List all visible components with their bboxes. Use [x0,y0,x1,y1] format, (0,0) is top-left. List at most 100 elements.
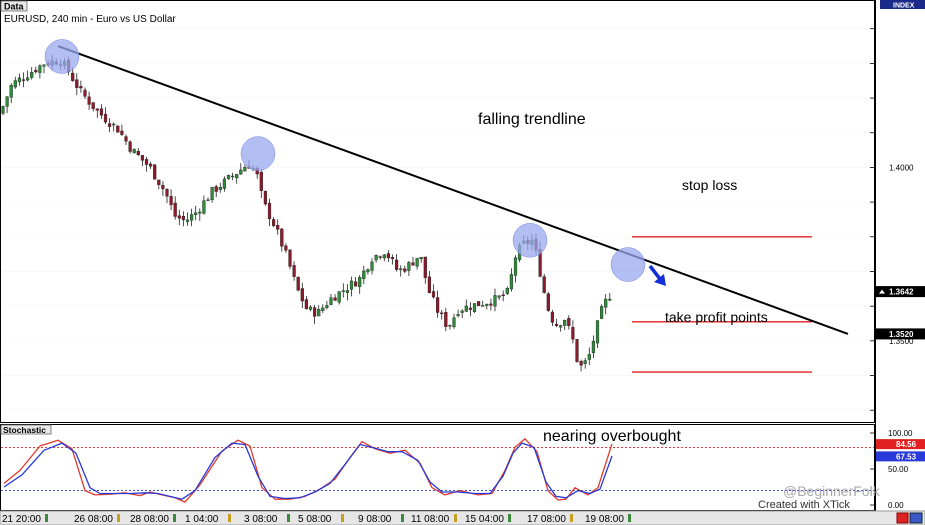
candle-body [9,85,13,98]
candle-body [112,123,116,126]
candle-body [386,253,390,259]
candle-body [157,179,161,185]
candle-body [153,164,157,180]
candle-body [308,306,313,310]
time-tick-marker [570,514,573,522]
candle-body [382,254,386,259]
time-tick-label: 17 08:00 [527,514,566,525]
candle-body [460,310,464,313]
stop-loss-annotation: stop loss [682,177,737,193]
price-scale-area [875,0,925,511]
candle-body [218,187,222,191]
candle-body [313,307,317,317]
candle-body [38,65,42,73]
stochastic-panel-frame [0,424,875,511]
time-tick-label: 28 08:00 [130,514,169,525]
candle-body [169,196,173,206]
price-up-icon [879,289,885,294]
candle-body [292,265,296,277]
candle-body [448,324,452,327]
target-levels [632,236,812,373]
price-label-box [876,328,925,340]
stoch-tick-label: 0.00 [888,501,904,510]
candle-body [509,274,513,290]
price-panel-frame [0,0,875,423]
time-axis-bar [0,510,925,525]
time-tick-marker [454,514,457,522]
candle-body [419,256,423,260]
candle-body [71,72,75,81]
time-tick-label: 11 08:00 [411,514,450,525]
candle-body [329,297,333,305]
candle-body [214,186,218,192]
candle-body [333,297,337,301]
time-tick-marker [117,514,120,522]
time-axis-ticks: 21 20:00 26 08:00 28 08:00 1 04:00 3 08:00 5 … [2,514,631,525]
candle-body [501,294,505,297]
stoch-tick-label: 100.00 [888,429,913,438]
symbol-title: EURUSD, 240 min - Euro vs US Dollar [4,14,176,25]
candle-body [370,261,374,271]
candle-body [390,257,395,260]
candle-body [103,113,108,123]
candle-body [243,167,247,172]
stochastic-d-line [3,442,613,500]
candle-body [444,312,448,327]
stochastic-tab[interactable] [0,424,52,435]
candle-body [87,96,91,105]
candle-body [563,319,567,326]
candle-body [575,339,579,362]
candle-body [140,155,144,161]
candle-body [349,280,354,290]
candle-body [399,268,403,271]
candle-body [415,257,419,267]
data-tab[interactable] [0,0,28,12]
candle-body [280,228,284,247]
price-label-value: 1.3642 [889,288,914,297]
candle-body [128,141,132,152]
candle-body [30,71,34,78]
candle-body [17,77,21,83]
time-tick-label: 15 04:00 [465,514,504,525]
time-tick-label: 21 20:00 [2,514,41,525]
data-tab-label: Data [4,2,25,12]
down-arrow-icon [648,264,666,286]
candle-body [608,298,612,301]
touch-point-circle [610,247,646,282]
time-tick-marker [228,514,231,522]
overbought-annotation: nearing overbought [543,428,681,445]
window-controls[interactable] [896,512,923,524]
created-with-credit: Created with XTick [758,499,850,511]
candle-body [136,150,140,156]
price-axis-ticks: 1.4000 1.3500 1.3642 1.3520 [870,28,925,411]
candle-body [583,360,587,364]
touch-point-circle [240,136,276,171]
time-tick-marker [45,514,48,522]
candle-body [124,136,128,142]
candle-body [210,186,214,200]
candle-body [267,202,272,220]
candle-body [395,259,399,270]
candle-body [354,281,358,287]
candle-body [91,102,95,109]
candle-body [116,125,120,133]
candle-body [591,340,595,354]
candle-body [468,307,472,310]
candle-body [374,254,378,261]
touch-point-circles [44,39,646,282]
candle-body [325,305,329,309]
take-profit-annotation: take profit points [665,309,768,325]
stochastic-lines [1,438,874,503]
candle-body [79,86,83,89]
candle-body [407,262,411,271]
candle-body [472,303,477,312]
candle-body [276,225,280,230]
time-tick-marker [508,514,511,522]
candle-body [1,106,5,114]
candle-body [587,354,591,360]
watermark: @BeginnerFolk [783,483,881,499]
candle-body [296,276,300,291]
candle-body [235,174,239,179]
candle-body [366,269,370,273]
candle-body [161,185,165,190]
